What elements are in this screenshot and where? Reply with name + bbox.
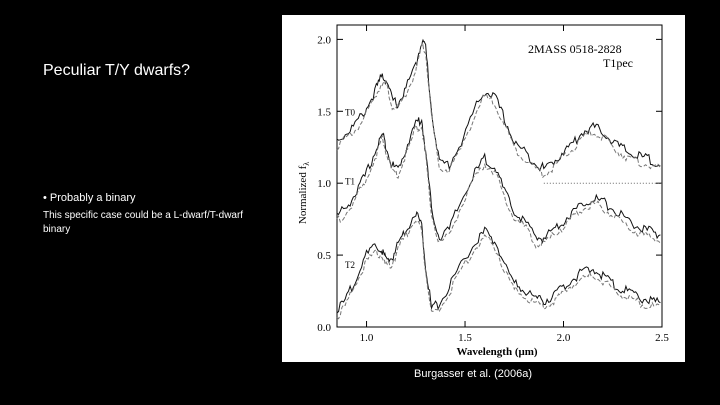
spectrum-line-t2-template [336,220,661,320]
x-axis-label: Wavelength (μm) [456,346,537,358]
y-axis-label-subscript: λ [302,162,311,166]
x-tick-label: 2.5 [655,332,669,344]
y-tick-label: 2.0 [317,34,331,46]
spectrum-label-t1: T1 [345,177,355,187]
y-axis-label: Normalized fλ [297,162,311,224]
spectrum-line-t1-template [336,123,661,249]
x-tick-label: 1.0 [360,332,374,344]
y-tick-label: 1.5 [317,106,331,118]
spectrum-line-t1-observed [336,117,661,245]
object-label: 2MASS 0518-2828 [528,42,622,56]
spectrum-label-t0: T0 [345,108,355,118]
spectrum-line-t0-template [336,42,661,180]
plot-frame [336,24,663,328]
spectrum-figure: 1.0 1.5 2.0 2.5 0.0 0.5 1.0 1.5 2.0 T0 T1 T2 2MASS … [282,15,685,362]
slide-title: Peculiar T/Y dwarfs? [43,62,191,79]
y-tick-label: 1.0 [317,178,331,190]
x-tick-label: 2.0 [557,332,571,344]
y-tick-label: 0.5 [317,250,331,262]
type-label: T1pec [603,56,633,70]
spectrum-line-t2-observed [336,211,661,314]
x-tick-label: 1.5 [458,332,472,344]
citation-caption: Burgasser et al. (2006a) [414,368,533,380]
spectrum-chart: 1.0 1.5 2.0 2.5 0.0 0.5 1.0 1.5 2.0 T0 T1 T2 2MASS … [297,24,669,358]
bullet-subtext: This specific case could be a L-dwarf/T-… [43,210,244,235]
bullet-text: • Probably a binary [43,192,136,204]
y-tick-label: 0.0 [317,322,331,334]
spectrum-label-t2: T2 [345,260,355,270]
